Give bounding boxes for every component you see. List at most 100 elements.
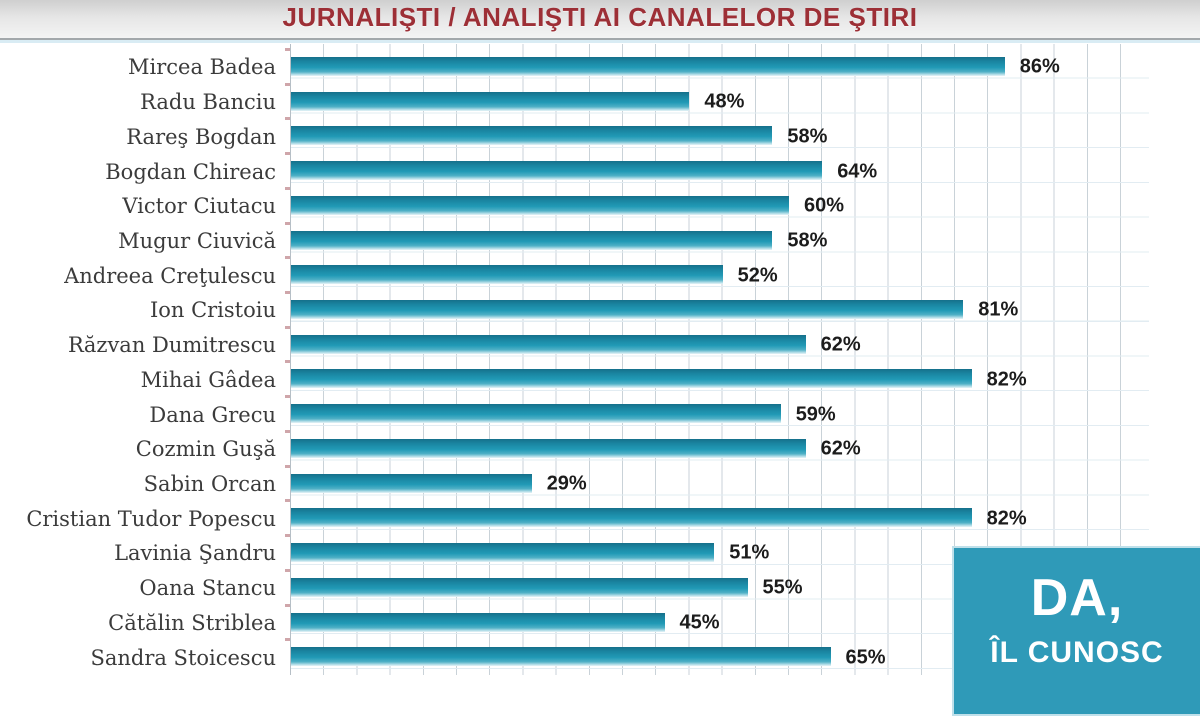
category-label: Dana Grecu: [149, 402, 276, 427]
bar: [291, 473, 532, 493]
category-label-cell: Mihai Gâdea: [0, 362, 282, 397]
bar: [291, 91, 690, 111]
bar: [291, 126, 773, 146]
category-label-cell: Victor Ciutacu: [0, 189, 282, 224]
category-label: Mugur Ciuvică: [118, 228, 276, 253]
chart-row: Victor Ciutacu 60%: [0, 186, 1200, 224]
value-label: 62%: [820, 333, 861, 356]
category-label: Radu Banciu: [140, 90, 276, 115]
bar-area: 82%: [285, 360, 1200, 397]
bar: [291, 577, 748, 597]
value-label: 65%: [845, 646, 886, 669]
answer-line1: DA,: [1030, 569, 1124, 627]
bar-area: 55%: [285, 568, 1200, 606]
bar: [291, 543, 715, 563]
category-label: Victor Ciutacu: [122, 194, 276, 219]
chart-row: Bogdan Chireac 64%: [0, 152, 1200, 189]
value-label: 59%: [795, 403, 836, 426]
chart-row: Oana Stancu 55%: [0, 568, 1200, 606]
chart-row: Mircea Badea 86%: [0, 48, 1200, 85]
value-label: 29%: [546, 472, 587, 495]
bar-area: 59%: [285, 395, 1200, 432]
chart-row: Cristian Tudor Popescu 82%: [0, 499, 1200, 536]
chart-row: Cătălin Striblea 45%: [0, 603, 1200, 641]
bar-area: 45%: [285, 603, 1200, 641]
chart-row: Lavinia Şandru 51%: [0, 534, 1200, 571]
bar-area: 48%: [285, 82, 1200, 120]
bar-area: 65%: [285, 638, 1200, 675]
value-label: 48%: [704, 90, 745, 113]
bar: [291, 195, 789, 215]
category-label-cell: Cristian Tudor Popescu: [0, 501, 282, 536]
category-label-cell: Andreea Creţulescu: [0, 258, 282, 293]
bar-area: 51%: [285, 534, 1200, 571]
category-label-cell: Mugur Ciuvică: [0, 224, 282, 259]
category-label: Sabin Orcan: [143, 471, 276, 496]
bar: [291, 57, 1005, 76]
bar-chart: Mircea Badea 86% Radu Banciu 48% Rareş B…: [0, 48, 1200, 675]
value-label: 82%: [986, 368, 1027, 391]
chart-row: Radu Banciu 48%: [0, 82, 1200, 120]
bar: [291, 265, 723, 285]
value-label: 81%: [978, 298, 1019, 321]
bar: [291, 612, 665, 632]
chart-row: Sabin Orcan 29%: [0, 464, 1200, 502]
category-label: Ion Cristoiu: [149, 298, 276, 323]
category-label: Cozmin Guşă: [135, 437, 276, 462]
category-label: Bogdan Chireac: [105, 159, 276, 184]
bar-area: 29%: [285, 464, 1200, 502]
category-label: Cristian Tudor Popescu: [26, 506, 276, 531]
value-label: 86%: [1019, 55, 1060, 78]
value-label: 58%: [787, 125, 828, 148]
chart-row: Sandra Stoicescu 65%: [0, 638, 1200, 675]
chart-row: Dana Grecu 59%: [0, 395, 1200, 432]
bar: [291, 300, 964, 320]
bar-area: 52%: [285, 256, 1200, 293]
value-label: 64%: [837, 160, 878, 183]
answer-line2: ÎL CUNOSC: [990, 636, 1164, 669]
bar: [291, 161, 823, 181]
title-banner: [0, 0, 1200, 43]
value-label: 60%: [804, 194, 845, 217]
bar: [291, 404, 781, 424]
value-label: 51%: [729, 541, 770, 564]
category-label: Mihai Gâdea: [140, 367, 276, 392]
chart-row: Mihai Gâdea 82%: [0, 360, 1200, 397]
bar-area: 58%: [285, 117, 1200, 154]
value-label: 52%: [737, 264, 778, 287]
chart-row: Mugur Ciuvică 58%: [0, 221, 1200, 259]
category-label-cell: Sandra Stoicescu: [0, 640, 282, 675]
category-label: Andreea Creţulescu: [64, 263, 276, 288]
bar-area: 82%: [285, 499, 1200, 536]
chart-row: Andreea Creţulescu 52%: [0, 256, 1200, 293]
category-label: Oana Stancu: [139, 576, 276, 601]
chart-row: Răzvan Dumitrescu 62%: [0, 325, 1200, 363]
category-label: Sandra Stoicescu: [90, 645, 276, 670]
value-label: 62%: [820, 437, 861, 460]
bar: [291, 438, 806, 458]
category-label: Cătălin Striblea: [108, 610, 276, 635]
category-label-cell: Dana Grecu: [0, 397, 282, 432]
chart-row: Ion Cristoiu 81%: [0, 291, 1200, 328]
bar-area: 81%: [285, 291, 1200, 328]
category-label-cell: Cătălin Striblea: [0, 606, 282, 641]
category-label-cell: Lavinia Şandru: [0, 536, 282, 571]
bar-area: 58%: [285, 221, 1200, 259]
value-label: 82%: [986, 507, 1027, 530]
category-label-cell: Radu Banciu: [0, 85, 282, 120]
category-label: Răzvan Dumitrescu: [68, 333, 276, 358]
value-label: 45%: [679, 611, 720, 634]
category-label-cell: Oana Stancu: [0, 571, 282, 606]
bar-area: 62%: [285, 325, 1200, 363]
category-label: Rareş Bogdan: [126, 124, 276, 149]
category-label-cell: Sabin Orcan: [0, 467, 282, 502]
chart-row: Rareş Bogdan 58%: [0, 117, 1200, 154]
category-label-cell: Răzvan Dumitrescu: [0, 328, 282, 363]
category-label-cell: Cozmin Guşă: [0, 432, 282, 467]
bar-area: 60%: [285, 186, 1200, 224]
chart-title: JURNALIŞTI / ANALIŞTI AI CANALELOR DE ŞT…: [282, 2, 918, 32]
bar: [291, 369, 972, 389]
answer-overlay-box: DA, ÎL CUNOSC: [952, 546, 1200, 716]
bar-area: 62%: [285, 429, 1200, 467]
